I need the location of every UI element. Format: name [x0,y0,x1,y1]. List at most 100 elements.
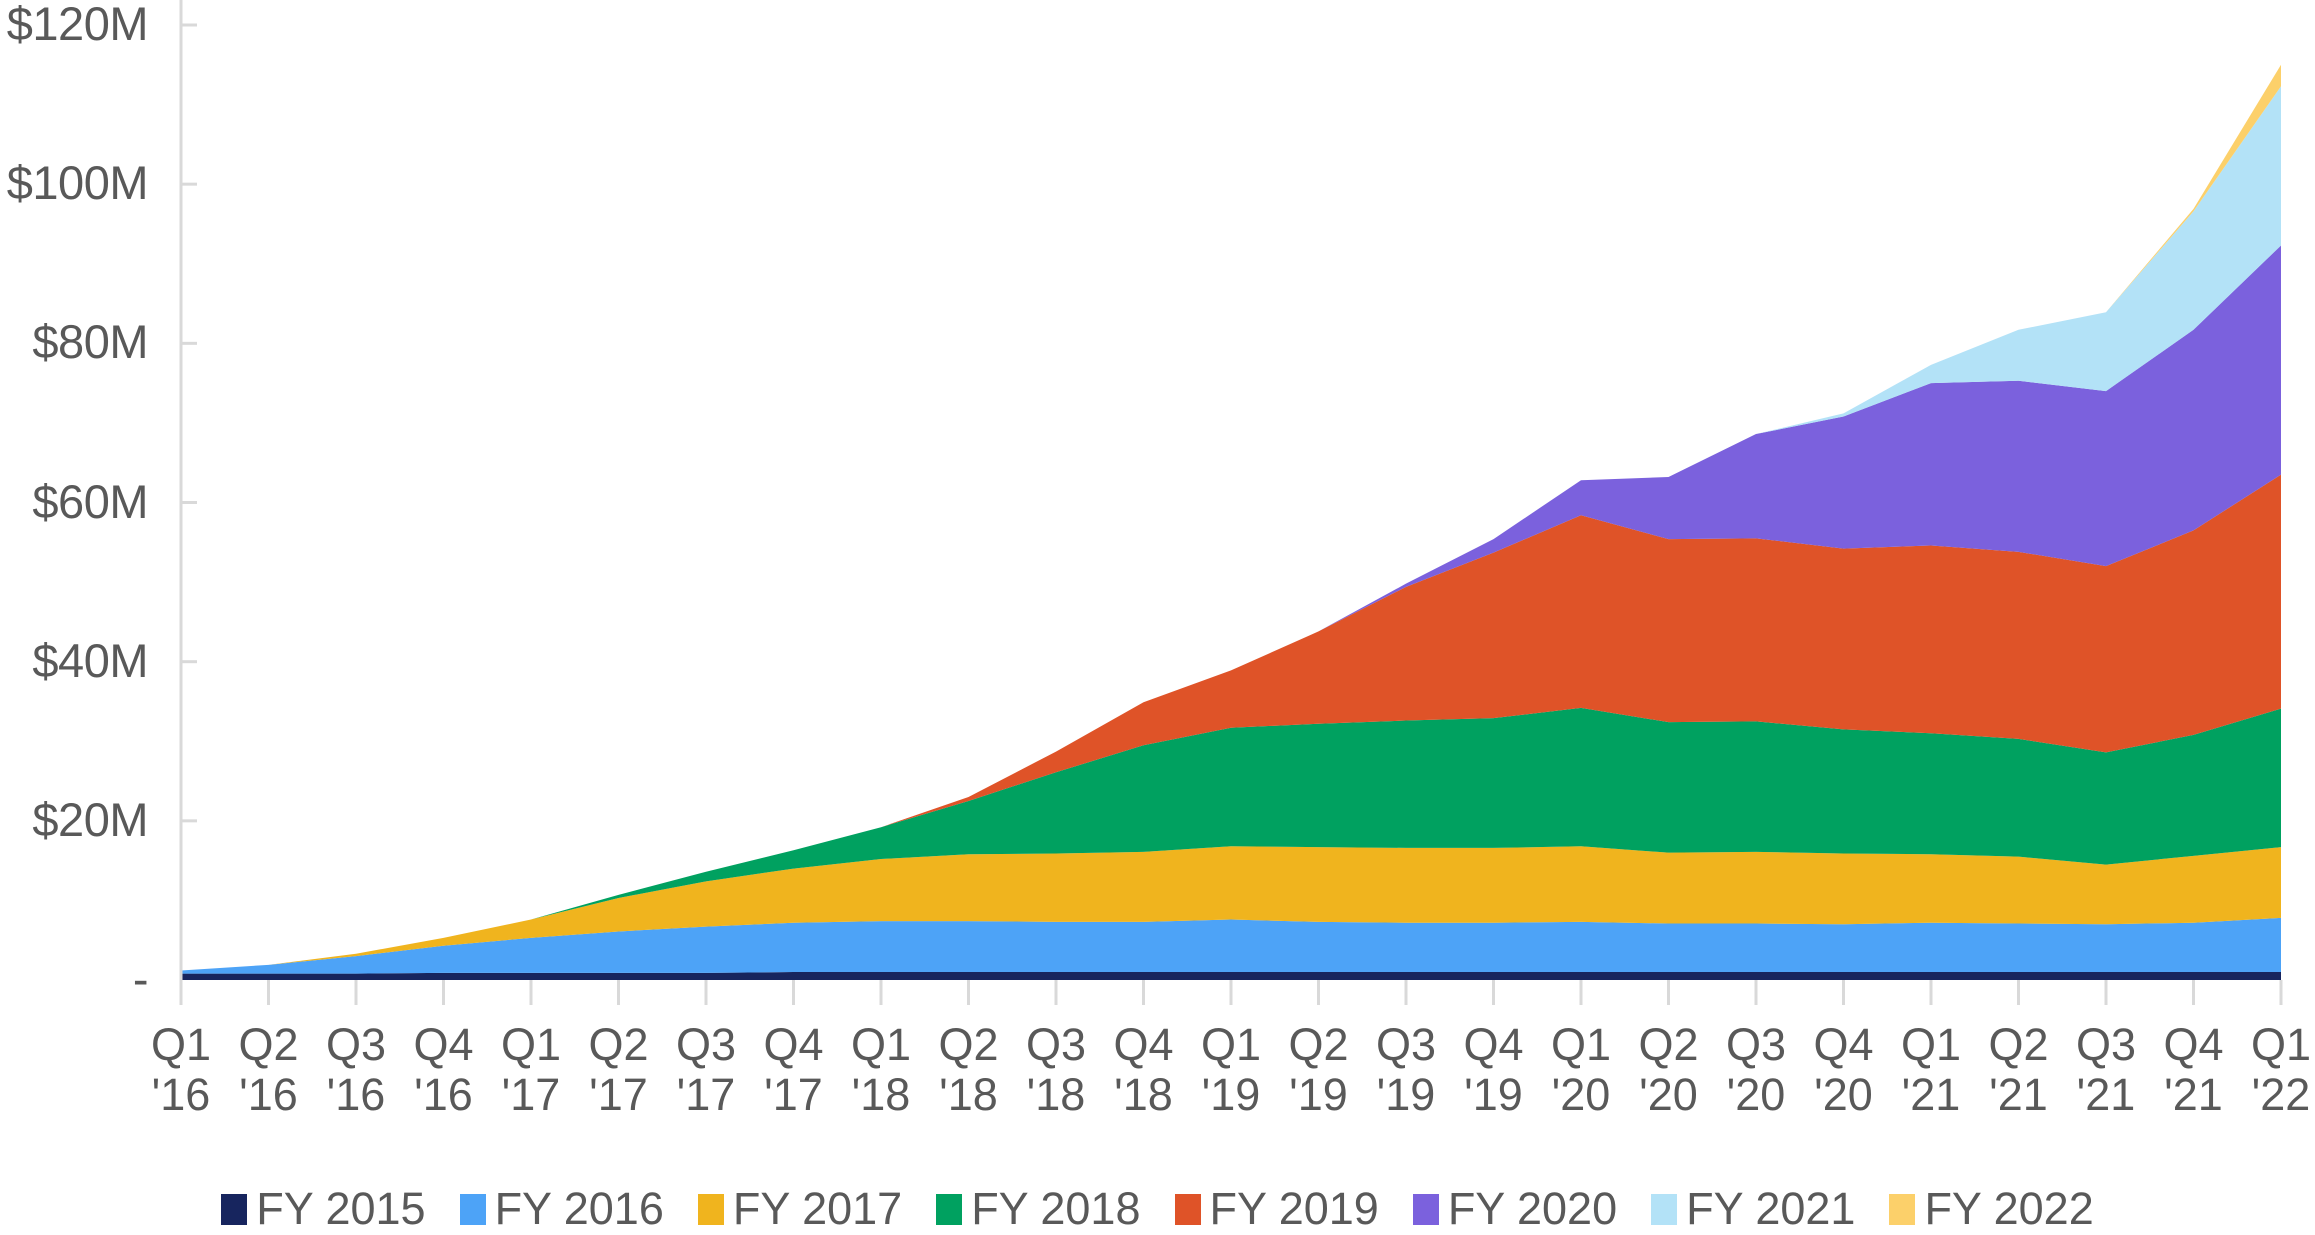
x-axis-year: '19 [1201,1069,1261,1120]
x-axis-year: '20 [1639,1069,1698,1120]
x-axis-quarter: Q4 [2163,1019,2224,1070]
area-series-fy-2018 [181,707,2281,971]
x-axis-tick-label: Q4'18 [1084,1020,1204,1120]
x-axis-quarter: Q1 [2250,1019,2312,1070]
x-axis-year: '18 [939,1069,998,1120]
x-axis-quarter: Q1 [150,1019,212,1070]
x-axis-year: '17 [589,1069,648,1120]
legend-swatch-icon [697,1193,724,1225]
x-axis-quarter: Q3 [1025,1019,1087,1070]
legend-item-fy-2020[interactable]: FY 2020 [1412,1183,1618,1235]
x-axis-quarter: Q4 [413,1019,474,1070]
x-axis-year: '17 [764,1069,823,1120]
legend-swatch-icon [1889,1193,1916,1225]
x-axis-tick-label: Q2'19 [1259,1020,1379,1120]
x-axis-tick-label: Q1'22 [2221,1020,2315,1120]
x-axis-quarter: Q3 [2075,1019,2137,1070]
legend-item-fy-2017[interactable]: FY 2017 [697,1183,903,1235]
x-axis-tick-label: Q2'20 [1609,1020,1729,1120]
x-axis-year: '19 [1376,1069,1436,1120]
legend-item-fy-2016[interactable]: FY 2016 [459,1183,664,1235]
x-axis-year: '20 [1814,1069,1873,1120]
chart-legend: FY 2015 FY 2016 FY 2017 FY 2018 FY 2019 FY 20… [0,1183,2315,1235]
x-axis-year: '20 [1726,1069,1786,1120]
x-axis-year: '21 [2076,1069,2136,1120]
legend-label: FY 2019 [1209,1183,1379,1234]
legend-label: FY 2018 [971,1183,1141,1234]
legend-label: FY 2017 [732,1183,903,1234]
x-axis-year: '19 [1464,1069,1523,1120]
x-axis-quarter: Q4 [1463,1019,1524,1070]
x-axis-tick-label: Q2'16 [209,1020,329,1120]
x-axis-tick-label: Q4'17 [734,1020,854,1120]
legend-item-fy-2015[interactable]: FY 2015 [221,1183,426,1235]
x-axis-tick-label: Q4'19 [1434,1020,1554,1120]
x-axis-quarter: Q1 [500,1019,562,1070]
x-axis-tick-label: Q1'16 [121,1020,241,1120]
y-axis-tick-label: $100M [6,156,149,210]
legend-label: FY 2020 [1447,1183,1618,1234]
x-axis-quarter: Q2 [1638,1019,1699,1070]
legend-item-fy-2019[interactable]: FY 2019 [1174,1183,1379,1235]
y-axis-tick-label: $20M [32,792,148,846]
x-axis-tick-label: Q3'19 [1346,1020,1466,1120]
legend-label: FY 2016 [494,1183,664,1234]
legend-swatch-icon [221,1193,248,1225]
x-axis-year: '18 [851,1069,911,1120]
x-axis-year: '22 [2251,1069,2311,1120]
x-axis-tick-label: Q2'18 [909,1020,1029,1120]
x-axis-year: '21 [1901,1069,1961,1120]
x-axis-tick-label: Q3'21 [2046,1020,2166,1120]
x-axis-quarter: Q2 [588,1019,649,1070]
legend-swatch-icon [1412,1193,1439,1225]
x-axis-tick-label: Q2'17 [559,1020,679,1120]
x-axis-quarter: Q3 [1375,1019,1437,1070]
legend-item-fy-2018[interactable]: FY 2018 [936,1183,1141,1235]
x-axis-quarter: Q4 [1113,1019,1174,1070]
legend-swatch-icon [1651,1193,1678,1225]
area-series-group [181,64,2281,980]
x-axis-tick-label: Q1'20 [1521,1020,1641,1120]
x-axis-year: '16 [151,1069,211,1120]
legend-item-fy-2022[interactable]: FY 2022 [1889,1183,2094,1235]
x-axis-quarter: Q1 [1200,1019,1262,1070]
legend-item-fy-2021[interactable]: FY 2021 [1651,1183,1855,1235]
x-axis-tick-label: Q4'21 [2134,1020,2254,1120]
x-axis-year: '21 [1989,1069,2048,1120]
x-axis-year: '19 [1289,1069,1348,1120]
y-axis-tick-label: $40M [32,633,148,687]
x-axis-quarter: Q2 [1288,1019,1349,1070]
x-axis-quarter: Q3 [675,1019,737,1070]
x-axis-quarter: Q4 [763,1019,824,1070]
x-axis-year: '18 [1114,1069,1173,1120]
legend-label: FY 2022 [1924,1183,2094,1234]
x-axis-tick-label: Q3'20 [1696,1020,1816,1120]
x-axis-year: '18 [1026,1069,1086,1120]
x-axis-quarter: Q1 [1550,1019,1612,1070]
legend-swatch-icon [459,1193,486,1225]
legend-swatch-icon [1174,1193,1201,1225]
x-axis-quarter: Q4 [1813,1019,1874,1070]
x-axis-quarter: Q2 [938,1019,999,1070]
y-axis-tick-label: $80M [32,315,148,369]
x-axis-tick-label: Q3'17 [646,1020,766,1120]
legend-label: FY 2015 [256,1183,426,1234]
x-axis-quarter: Q2 [1988,1019,2049,1070]
x-axis-quarter: Q3 [1725,1019,1787,1070]
x-axis-tick-label: Q4'16 [384,1020,504,1120]
legend-swatch-icon [936,1193,963,1225]
area-series-fy-2019 [181,474,2281,971]
x-axis-year: '20 [1551,1069,1611,1120]
x-axis-tick-label: Q1'18 [821,1020,941,1120]
x-axis-tick-label: Q1'17 [471,1020,591,1120]
x-axis-tick-label: Q3'16 [296,1020,416,1120]
x-axis-year: '16 [239,1069,298,1120]
x-axis-tick-label: Q3'18 [996,1020,1116,1120]
x-axis-year: '21 [2164,1069,2223,1120]
area-series-fy-2017 [181,846,2281,971]
area-series-fy-2016 [181,917,2281,974]
x-axis-quarter: Q1 [1900,1019,1962,1070]
area-series-fy-2015 [181,972,2281,980]
